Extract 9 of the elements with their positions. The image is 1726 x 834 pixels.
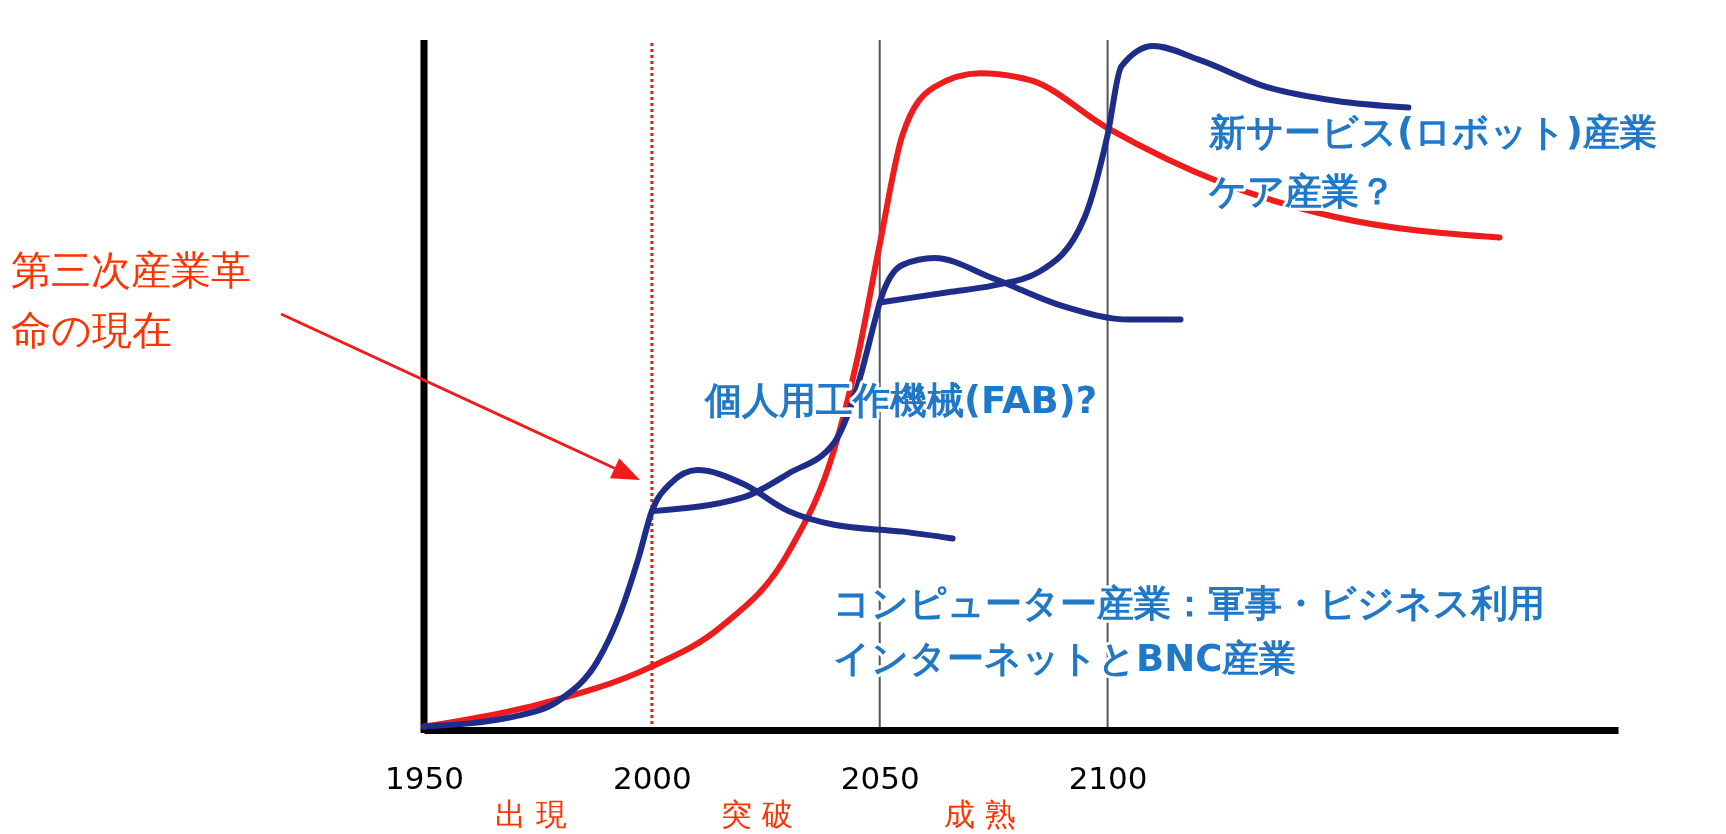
text: 出 現 <box>495 796 567 832</box>
text: 第三次産業革命の現在 <box>11 247 251 353</box>
x-tick-label: 2000 <box>612 759 692 796</box>
text: 突 破 <box>721 796 793 832</box>
x-tick-label: 2050 <box>840 759 920 796</box>
text: 成 熟 <box>944 796 1016 832</box>
x-tick-label: 2100 <box>1068 759 1148 796</box>
annotation: 新サービス(ロボット)産業 <box>1208 111 1657 154</box>
x-tick-label: 1950 <box>385 759 464 796</box>
